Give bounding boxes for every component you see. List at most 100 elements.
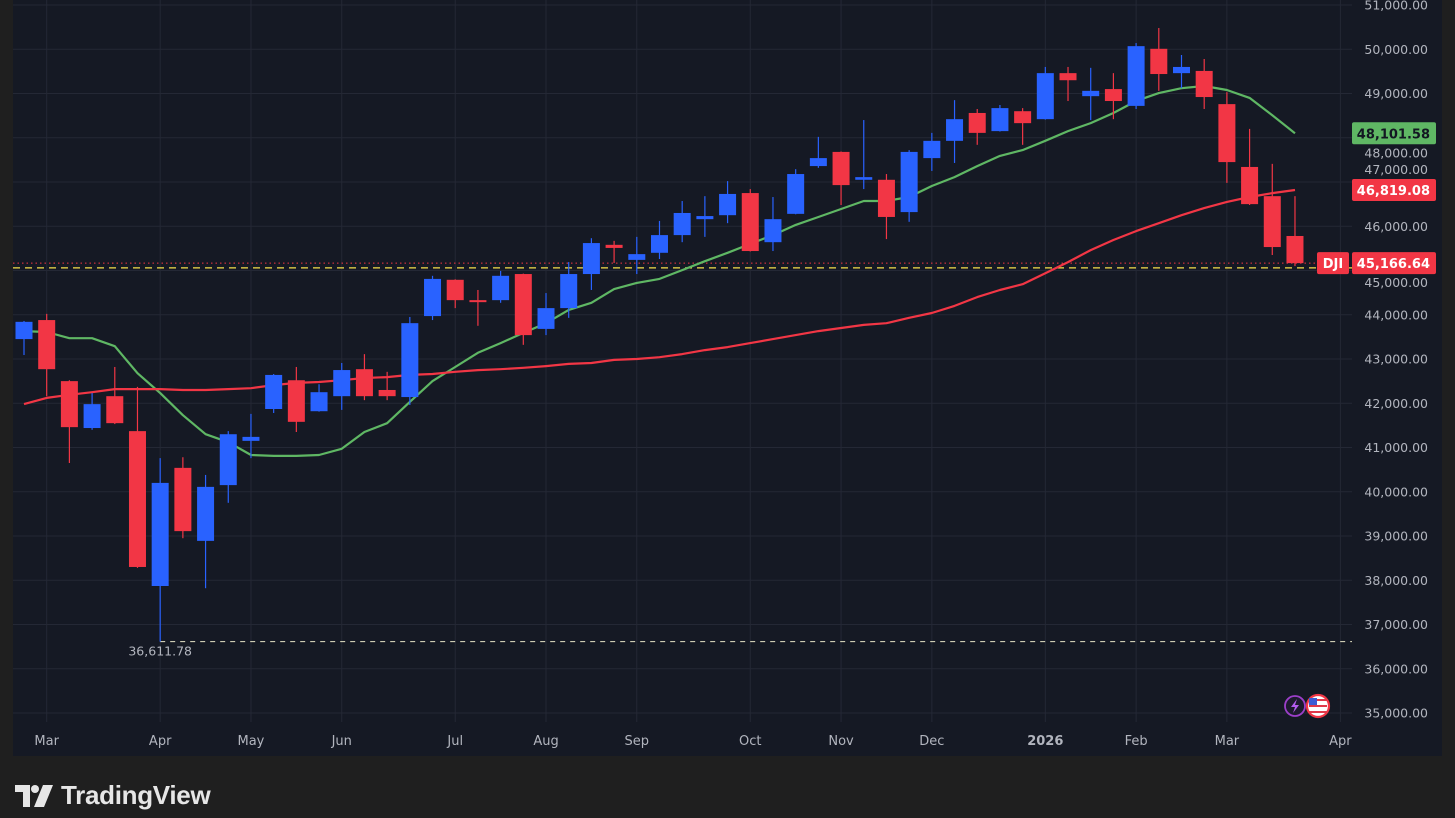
candle-body-down xyxy=(378,389,396,397)
tradingview-logo[interactable]: TradingView xyxy=(15,780,211,811)
candle-body-up xyxy=(696,216,714,220)
candle-body-up xyxy=(1127,46,1145,106)
y-axis-tick-label: 42,000.00 xyxy=(1364,396,1428,411)
y-axis-tick-label: 36,000.00 xyxy=(1364,661,1428,676)
candle-body-down xyxy=(1195,70,1213,98)
candle-body-up xyxy=(1036,73,1054,120)
x-axis-tick-label: Apr xyxy=(1329,734,1352,749)
candle-body-up xyxy=(1082,90,1100,97)
y-axis-tick-label: 49,000.00 xyxy=(1364,86,1428,101)
y-axis-tick-label: 38,000.00 xyxy=(1364,573,1428,588)
y-axis-tick-label: 39,000.00 xyxy=(1364,529,1428,544)
candle-body-up xyxy=(310,392,328,412)
candle-body-up xyxy=(991,108,1009,132)
brand-name: TradingView xyxy=(61,780,211,810)
y-axis-tick-label: 41,000.00 xyxy=(1364,440,1428,455)
y-axis-tick-label: 44,000.00 xyxy=(1364,307,1428,322)
y-axis-tick-label: 48,000.00 xyxy=(1364,145,1428,160)
x-axis-tick-label: Aug xyxy=(533,734,558,749)
candle-body-up xyxy=(650,235,668,253)
candle-body-up xyxy=(923,140,941,159)
candle-body-down xyxy=(60,381,78,428)
x-axis-tick-label: Mar xyxy=(1215,734,1240,749)
candle-body-down xyxy=(38,320,56,370)
candle-body-up xyxy=(83,404,101,429)
candle-body-up xyxy=(946,119,964,141)
candle-body-up xyxy=(900,151,918,213)
ma-slow-price-tag: 46,819.08 xyxy=(1357,184,1430,199)
x-axis-tick-label: Mar xyxy=(34,734,59,749)
candle-body-down xyxy=(605,244,623,248)
candle-body-down xyxy=(128,431,146,567)
candle-body-down xyxy=(106,396,124,424)
candle-body-down xyxy=(469,300,487,303)
x-axis-tick-label: 2026 xyxy=(1027,734,1063,749)
candle-body-up xyxy=(401,323,419,398)
lightning-glyph-icon xyxy=(1291,699,1299,713)
candle-body-down xyxy=(514,274,532,336)
candle-body-down xyxy=(355,369,373,397)
candle-body-up xyxy=(582,243,600,275)
candle-body-down xyxy=(1104,89,1122,102)
x-axis-tick-label: Dec xyxy=(919,734,944,749)
candle-body-down xyxy=(1059,73,1077,81)
ma-fast-price-tag-bg xyxy=(1352,122,1436,145)
candle-body-up xyxy=(424,278,442,317)
x-axis-tick-label: Jul xyxy=(446,734,463,749)
candle-body-down xyxy=(1218,104,1236,163)
candle-body-down xyxy=(287,380,305,422)
last-price-tag-bg xyxy=(1352,252,1436,275)
y-axis-tick-label: 51,000.00 xyxy=(1364,0,1428,13)
candle-body-up xyxy=(1172,66,1190,74)
ma-fast-price-tag: 48,101.58 xyxy=(1357,127,1430,142)
symbol-tag-bg xyxy=(1317,252,1349,275)
candle-body-up xyxy=(628,254,646,260)
ma-slow-price-tag-bg xyxy=(1352,179,1436,202)
flag-stripe xyxy=(1309,705,1327,707)
tradingview-logo-icon xyxy=(15,784,53,807)
flag-stripe xyxy=(1309,699,1327,701)
candle-body-down xyxy=(446,279,464,301)
candle-body-down xyxy=(877,179,895,217)
candle-body-down xyxy=(174,467,192,532)
candle-body-down xyxy=(1241,166,1259,205)
candle-body-up xyxy=(809,158,827,167)
x-axis-tick-label: Oct xyxy=(739,734,761,749)
y-axis-tick-label: 46,000.00 xyxy=(1364,219,1428,234)
candle-body-down xyxy=(968,112,986,133)
candle-body-up xyxy=(242,436,260,441)
y-axis-tick-label: 47,000.00 xyxy=(1364,162,1428,177)
last-price-tag: 45,166.64 xyxy=(1357,257,1430,272)
x-axis-tick-label: Nov xyxy=(828,734,854,749)
candle-body-up xyxy=(492,275,510,301)
candle-body-up xyxy=(764,219,782,243)
flag-stripe xyxy=(1309,711,1327,713)
candle-body-up xyxy=(197,486,215,541)
x-axis-tick-label: Jun xyxy=(331,734,352,749)
low-price-label: 36,611.78 xyxy=(128,644,192,659)
candle-body-down xyxy=(741,193,759,252)
x-axis-tick-label: Feb xyxy=(1125,734,1148,749)
candle-body-up xyxy=(560,274,578,309)
candle-body-up xyxy=(151,482,169,587)
candle-body-up xyxy=(333,370,351,397)
candle-body-up xyxy=(537,308,555,329)
candle-body-down xyxy=(1286,235,1304,264)
candle-body-up xyxy=(15,321,33,340)
candle-body-up xyxy=(673,212,691,236)
candle-body-down xyxy=(1150,48,1168,75)
x-axis-tick-label: Apr xyxy=(149,734,172,749)
ma-slow-line xyxy=(23,188,1296,406)
x-axis-tick-label: May xyxy=(238,734,265,749)
candle-body-up xyxy=(265,374,283,410)
candle-body-down xyxy=(1014,111,1032,124)
candle-body-down xyxy=(1263,196,1281,248)
y-axis-tick-label: 40,000.00 xyxy=(1364,484,1428,499)
candle-body-up xyxy=(219,434,237,486)
candle-body-up xyxy=(719,193,737,216)
symbol-tag: DJI xyxy=(1323,257,1343,272)
y-axis-tick-label: 35,000.00 xyxy=(1364,706,1428,721)
y-axis-tick-label: 37,000.00 xyxy=(1364,617,1428,632)
y-axis-tick-label: 45,000.00 xyxy=(1364,275,1428,290)
